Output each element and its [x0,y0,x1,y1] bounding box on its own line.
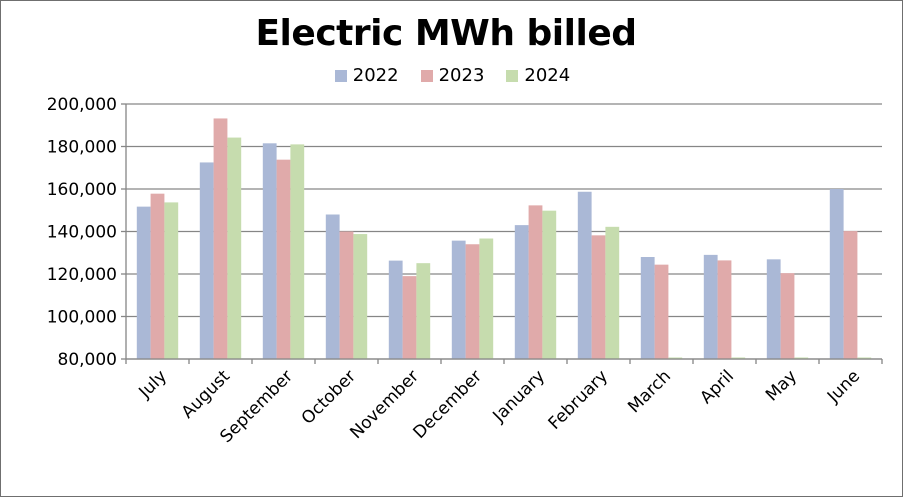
y-tick-label: 200,000 [47,95,117,115]
bar [451,240,466,359]
legend-label: 2022 [352,65,399,86]
bar [857,357,872,359]
bar [703,254,718,359]
bar [325,214,340,359]
bar [766,259,781,359]
x-tick-label: April [696,366,738,408]
bar [591,235,606,359]
x-tick-label: January [489,366,549,426]
bar [290,144,305,359]
bar [780,273,795,359]
bar [794,357,809,359]
x-tick-label: July [135,366,171,402]
legend-swatch [420,69,433,82]
bar [668,357,683,359]
bar [402,276,417,359]
y-tick-label: 80,000 [58,350,117,370]
bar [353,234,368,359]
bar [465,244,480,359]
y-tick-label: 120,000 [47,265,117,285]
bar [136,206,151,359]
bar [150,193,165,359]
bar [416,263,431,359]
x-tick-label: December [410,366,486,442]
bar [654,264,669,359]
x-tick-label: June [823,366,864,407]
bar [479,238,494,359]
legend-label: 2023 [438,65,485,86]
y-tick-label: 180,000 [47,138,117,158]
x-tick-label: October [298,366,360,428]
legend-swatch [506,69,519,82]
x-tick-label: March [624,366,675,417]
bar [640,257,655,359]
bar [731,357,746,359]
x-tick-label: February [545,366,612,433]
y-tick-label: 140,000 [47,223,117,243]
bar [213,118,228,359]
bar [528,205,543,359]
legend-item: 2023 [420,65,485,86]
bar [514,225,529,359]
legend: 2022 2023 2024 [1,65,903,86]
bar [843,231,858,359]
bar [164,202,179,359]
legend-item: 2022 [334,65,399,86]
bar [276,159,291,359]
legend-swatch [334,69,347,82]
y-tick-label: 160,000 [47,180,117,200]
legend-label: 2024 [524,65,571,86]
bar [388,260,403,359]
x-tick-label: May [762,366,801,405]
chart-title: Electric MWh billed [255,13,637,54]
bar [829,189,844,359]
bar [605,226,620,359]
x-tick-label: August [178,366,234,422]
bar [577,191,592,359]
legend-item: 2024 [506,65,570,86]
bar [227,137,242,359]
bar [262,143,277,359]
y-tick-label: 100,000 [47,308,117,328]
bar [542,210,557,359]
bar [717,260,732,359]
bar [199,162,214,359]
bar [339,231,354,359]
